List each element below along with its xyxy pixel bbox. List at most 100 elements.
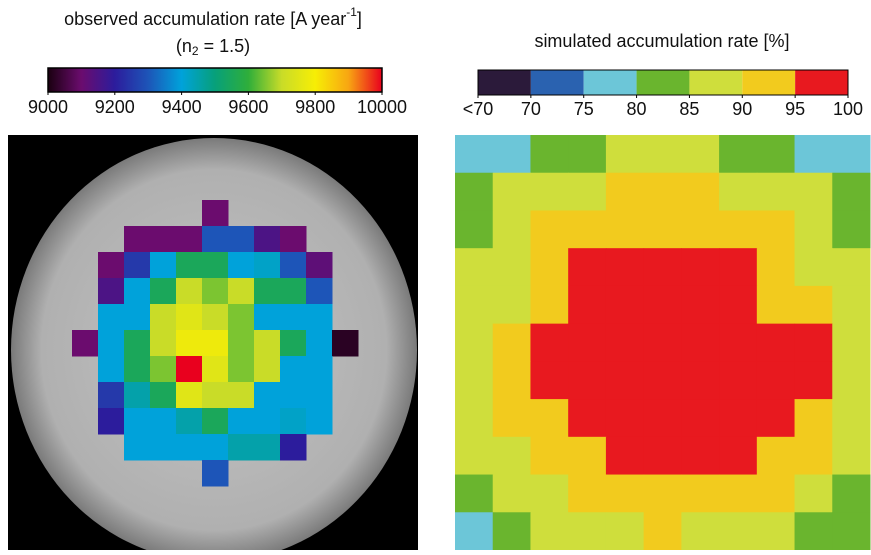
heatmap-cell [492,361,531,400]
heatmap-cell [719,361,758,400]
colorbar-tick-label: 10000 [357,97,407,117]
heatmap-cell [681,436,720,476]
subtitle-sub: 2 [192,44,199,58]
heatmap-cell [455,399,494,438]
heatmap-cell [455,323,494,362]
left-subtitle: (n2 = 1.5) [176,36,250,58]
heatmap-cell [492,323,531,362]
colorbar-tick-label: 95 [785,99,805,119]
heatmap-cell [124,356,151,383]
heatmap-cell [756,323,796,362]
colorbar-segment [478,70,531,95]
heatmap-cell [643,361,682,400]
heatmap-cell [306,408,333,435]
heatmap-cell [681,248,720,287]
heatmap-cell [254,408,281,435]
heatmap-cell [150,382,177,409]
heatmap-cell [492,512,531,551]
heatmap-cell [681,172,720,211]
colorbar [47,67,383,93]
heatmap-cell [455,361,494,400]
colorbar-tick-label: 70 [521,99,541,119]
heatmap-cell [124,434,151,461]
heatmap-cell [643,474,682,513]
heatmap-cell [176,356,203,383]
heatmap-cell [756,512,796,551]
heatmap-cell [643,172,682,211]
heatmap-cell [719,135,758,174]
colorbar-segment [689,70,743,95]
heatmap-cell [530,323,569,362]
heatmap-cell [832,323,871,362]
heatmap-cell [756,285,796,325]
heatmap-cell [492,436,531,476]
colorbar-tick-label: 9000 [28,97,68,117]
heatmap-cell [605,399,645,438]
right-title: simulated accumulation rate [%] [534,31,789,51]
heatmap-cell [568,248,607,287]
heatmap-cell [719,285,758,325]
heatmap-cell [605,474,645,513]
heatmap-cell [832,361,871,400]
heatmap-cell [719,399,758,438]
heatmap-cell [568,474,607,513]
heatmap-cell [643,285,682,325]
heatmap-cell [681,399,720,438]
heatmap-cell [202,408,229,435]
heatmap-cell [643,436,682,476]
heatmap-cell [176,226,203,253]
heatmap-cell [280,356,307,383]
heatmap-cell [756,361,796,400]
heatmap-cell [306,278,333,305]
heatmap-cell [643,399,682,438]
heatmap-cell [150,356,177,383]
heatmap-cell [98,252,125,279]
heatmap-cell [280,408,307,435]
heatmap-cell [202,304,229,331]
colorbar-tick-label: 9200 [95,97,135,117]
heatmap-cell [794,474,833,513]
heatmap-cell [202,460,229,487]
heatmap-cell [98,330,125,357]
title-text: simulated accumulation rate [%] [534,31,789,51]
heatmap-cell [832,512,871,551]
heatmap-cell [306,330,333,357]
heatmap-cell [202,252,229,279]
heatmap-cell [643,323,682,362]
heatmap-cell [280,304,307,331]
heatmap-cell [605,172,645,211]
heatmap-cell [832,210,871,249]
heatmap-cell [492,172,531,211]
heatmap-cell [530,361,569,400]
colorbar-segment [742,70,796,95]
colorbar-segment [636,70,690,95]
heatmap-cell [492,285,531,325]
heatmap-cell [832,135,871,174]
colorbar-tick-label: 90 [732,99,752,119]
heatmap-cell [530,210,569,249]
heatmap-cell [794,285,833,325]
heatmap-cell [605,135,645,174]
heatmap-cell [568,512,607,551]
heatmap-cell [568,399,607,438]
heatmap-cell [202,382,229,409]
heatmap-cell [254,356,281,383]
heatmap-cell [605,210,645,249]
colorbar-tick-label: 9800 [295,97,335,117]
heatmap-cell [72,330,99,357]
colorbar-tick-label: 100 [833,99,863,119]
heatmap-cell [681,135,720,174]
title-text: observed accumulation rate [A year [64,9,346,29]
heatmap-cell [832,172,871,211]
heatmap-cell [98,408,125,435]
left-title: observed accumulation rate [A year-1] [64,5,362,29]
heatmap-cell [719,248,758,287]
heatmap-cell [492,210,531,249]
heatmap-cell [568,323,607,362]
heatmap-cell [756,436,796,476]
colorbar-segment [530,70,584,95]
heatmap-cell [530,399,569,438]
heatmap-cell [124,382,151,409]
colorbar-segment [795,70,848,95]
heatmap-cell [681,361,720,400]
